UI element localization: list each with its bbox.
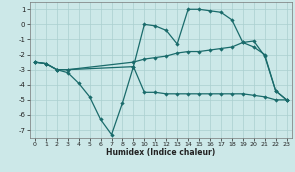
- X-axis label: Humidex (Indice chaleur): Humidex (Indice chaleur): [106, 148, 215, 157]
